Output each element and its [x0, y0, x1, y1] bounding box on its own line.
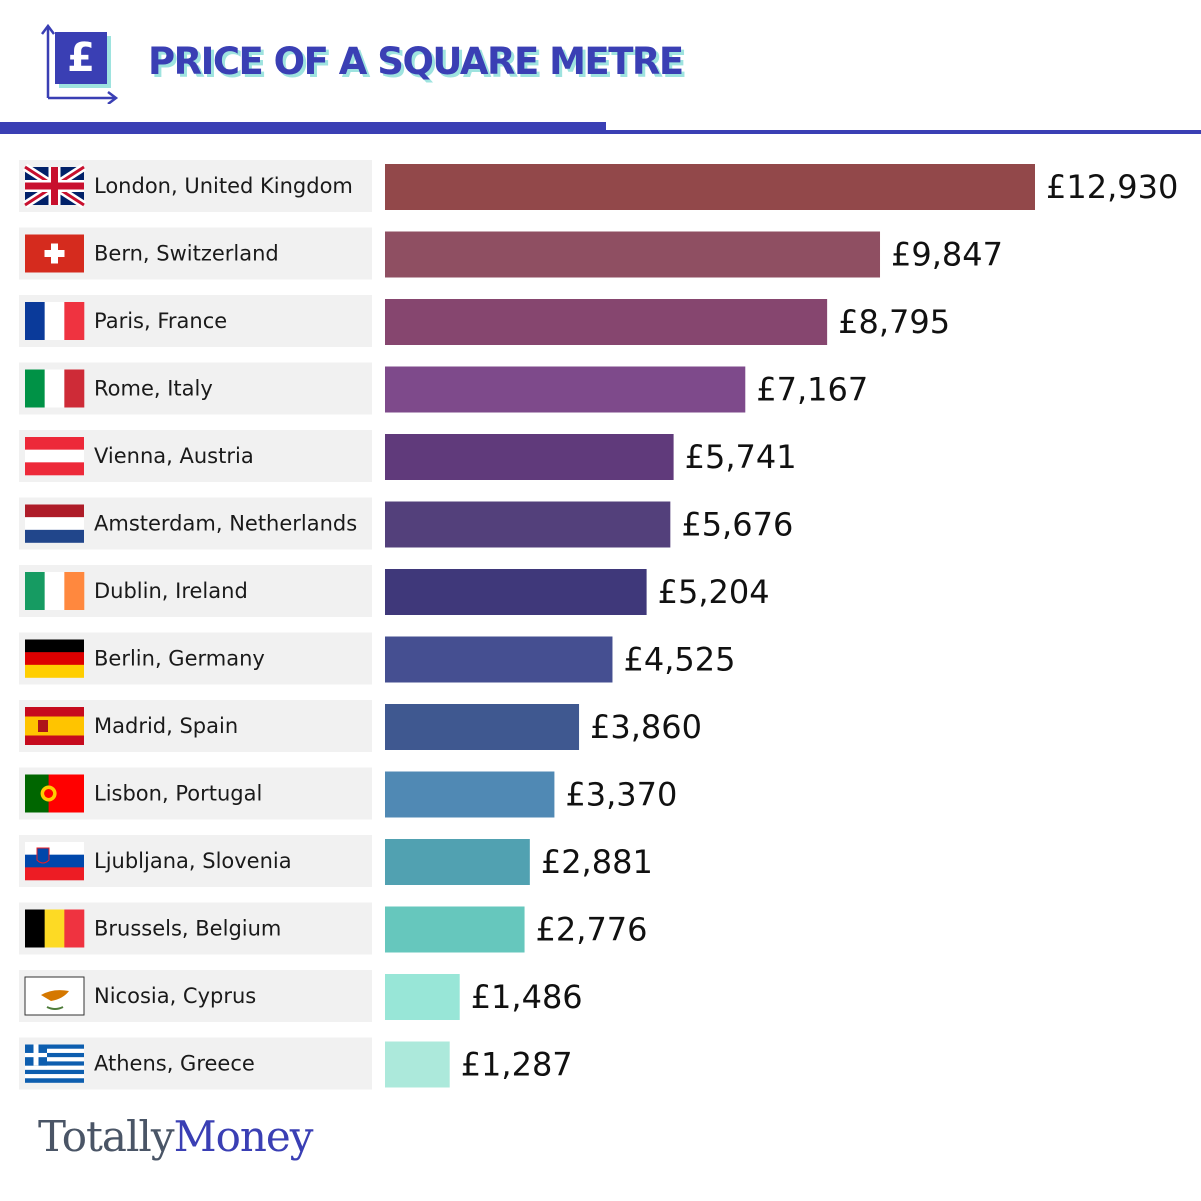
category-label: London, United Kingdom: [94, 174, 353, 198]
category-label: Bern, Switzerland: [94, 242, 279, 266]
chart-row: Madrid, Spain £3,860: [19, 700, 702, 752]
uk-flag-icon: [22, 163, 87, 209]
chart-row: London, United Kingdom £12,930: [19, 160, 1178, 212]
value-label: £2,776: [536, 911, 648, 949]
value-label: £3,370: [565, 776, 677, 814]
belgium-flag-icon: [25, 909, 85, 948]
brand-logo-part1: Totally: [38, 1112, 175, 1161]
chart-row: Athens, Greece £1,287: [19, 1037, 573, 1090]
switzerland-flag-icon: [25, 234, 84, 273]
category-label: Rome, Italy: [94, 377, 213, 401]
chart-row: Vienna, Austria £5,741: [19, 430, 797, 482]
header-divider-thin: [606, 130, 1201, 134]
category-label: Paris, France: [94, 309, 227, 333]
svg-text:£: £: [67, 35, 95, 81]
value-label: £2,881: [541, 843, 653, 881]
chart-row: Ljubljana, Slovenia £2,881: [19, 835, 653, 887]
greece-flag-icon: [25, 1044, 84, 1083]
cyprus-flag-icon: [24, 976, 85, 1016]
brand-logo-part2: Money: [173, 1112, 314, 1161]
bar: [385, 704, 580, 750]
bar: [385, 569, 647, 615]
header-divider-thick: [0, 122, 606, 134]
chart-row: Brussels, Belgium £2,776: [19, 902, 648, 955]
bar: [385, 839, 530, 885]
category-label: Ljubljana, Slovenia: [94, 849, 292, 873]
bar: [385, 974, 460, 1020]
category-label: Nicosia, Cyprus: [94, 984, 256, 1008]
value-label: £1,486: [471, 978, 583, 1016]
chart-row: Bern, Switzerland £9,847: [19, 227, 1003, 280]
chart-row: Berlin, Germany £4,525: [19, 632, 735, 685]
bar: [385, 366, 746, 413]
category-label: Madrid, Spain: [94, 714, 238, 738]
bar: [385, 501, 671, 548]
chart-row: Lisbon, Portugal £3,370: [19, 767, 677, 820]
category-label: Berlin, Germany: [94, 647, 265, 671]
brand-logo: TotallyMoney: [38, 1112, 313, 1161]
value-label: £5,741: [685, 438, 797, 476]
category-label: Dublin, Ireland: [94, 579, 248, 603]
bar: [385, 434, 674, 480]
header: £ PRICE OF A SQUARE METRE: [0, 0, 1201, 140]
category-label: Brussels, Belgium: [94, 917, 281, 941]
spain-flag-icon: [25, 707, 84, 745]
value-label: £12,930: [1046, 168, 1178, 206]
category-label: Athens, Greece: [94, 1052, 255, 1076]
value-label: £9,847: [891, 236, 1003, 274]
value-label: £8,795: [838, 303, 950, 341]
bar: [385, 1041, 450, 1088]
portugal-flag-icon: [25, 774, 84, 813]
bar: [385, 299, 828, 345]
value-label: £3,860: [590, 708, 702, 746]
italy-flag-icon: [25, 369, 85, 408]
germany-flag-icon: [25, 639, 84, 678]
bar: [385, 231, 881, 278]
slovenia-flag-icon: [25, 842, 84, 881]
chart-row: Rome, Italy £7,167: [19, 362, 868, 415]
category-label: Lisbon, Portugal: [94, 782, 262, 806]
bar: [385, 906, 525, 953]
bar: [385, 164, 1035, 210]
page-title: PRICE OF A SQUARE METRE: [148, 40, 684, 83]
chart-row: Dublin, Ireland £5,204: [19, 565, 770, 617]
chart-row: Amsterdam, Netherlands £5,676: [19, 497, 793, 550]
bar: [385, 636, 613, 683]
category-label: Amsterdam, Netherlands: [94, 512, 357, 536]
netherlands-flag-icon: [25, 504, 84, 543]
austria-flag-icon: [25, 437, 84, 476]
chart-row: Nicosia, Cyprus £1,486: [19, 970, 583, 1022]
value-label: £1,287: [461, 1046, 573, 1084]
value-label: £5,676: [681, 506, 793, 544]
value-label: £4,525: [623, 641, 735, 679]
value-label: £7,167: [756, 371, 868, 409]
bar: [385, 771, 555, 818]
pound-sign-icon: £: [41, 23, 119, 104]
ireland-flag-icon: [25, 572, 85, 610]
chart-row: Paris, France £8,795: [19, 295, 950, 347]
value-label: £5,204: [658, 573, 770, 611]
category-label: Vienna, Austria: [94, 444, 254, 468]
france-flag-icon: [25, 302, 85, 340]
